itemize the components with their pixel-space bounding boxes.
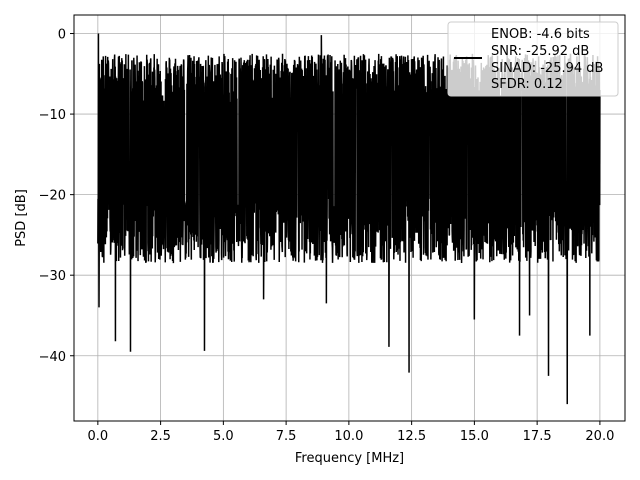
legend-entry-sinad: SINAD: -25.94 dB	[491, 61, 603, 76]
y-tick-label: −30	[39, 269, 66, 284]
y-tick-label: −10	[39, 108, 66, 123]
x-tick-label: 5.0	[213, 429, 234, 444]
x-tick-label: 0.0	[88, 429, 109, 444]
y-axis-label: PSD [dB]	[14, 189, 29, 247]
y-axis-ticks: 0 −10 −20 −30 −40	[39, 28, 74, 365]
plot-frame	[73, 14, 626, 422]
x-tick-label: 2.5	[150, 429, 171, 444]
legend-box	[447, 21, 619, 97]
x-tick-label: 20.0	[585, 429, 614, 444]
legend-entry-snr: SNR: -25.92 dB	[491, 44, 589, 59]
y-tick-label: −40	[39, 350, 66, 365]
x-axis-label: Frequency [MHz]	[295, 451, 404, 466]
x-axis-ticks: 0.0 2.5 5.0 7.5 10.0 12.5 15.0 17.5 20.0	[88, 421, 614, 444]
y-tick-label: −20	[39, 189, 66, 204]
x-tick-label: 7.5	[276, 429, 297, 444]
psd-series-line	[97, 33, 601, 405]
y-tick-label: 0	[58, 28, 66, 43]
x-tick-label: 15.0	[460, 429, 489, 444]
x-tick-label: 17.5	[523, 429, 552, 444]
x-tick-label: 12.5	[397, 429, 426, 444]
legend-entry-enob: ENOB: -4.6 bits	[491, 27, 590, 42]
legend-entry-sfdr: SFDR: 0.12	[491, 77, 563, 92]
x-tick-label: 10.0	[334, 429, 363, 444]
legend: ENOB: -4.6 bits SNR: -25.92 dB SINAD: -2…	[447, 21, 619, 97]
plot-region	[97, 33, 601, 405]
